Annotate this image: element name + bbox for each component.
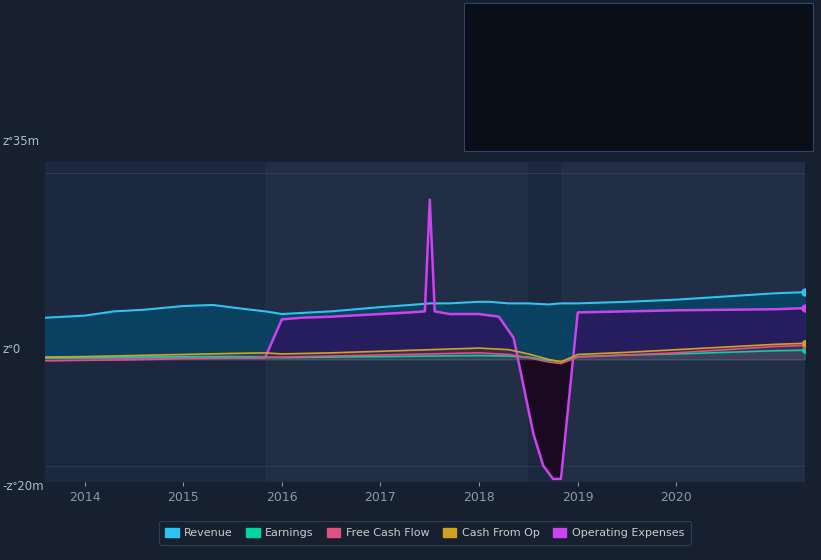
Text: Sep 30 2020: Sep 30 2020: [474, 7, 556, 20]
Text: zł6.898m: zł6.898m: [620, 119, 673, 129]
Text: zᐤ35m: zᐤ35m: [2, 136, 39, 148]
Text: /yr: /yr: [681, 119, 699, 129]
Text: Revenue: Revenue: [474, 32, 519, 42]
Text: profit margin: profit margin: [651, 63, 722, 73]
Text: Operating Expenses: Operating Expenses: [474, 119, 579, 129]
Legend: Revenue, Earnings, Free Cash Flow, Cash From Op, Operating Expenses: Revenue, Earnings, Free Cash Flow, Cash …: [158, 521, 691, 545]
Text: /yr: /yr: [681, 102, 699, 113]
Text: zᐤ0: zᐤ0: [2, 343, 21, 356]
Text: Cash From Op: Cash From Op: [474, 102, 547, 113]
Bar: [265, 162, 529, 482]
Text: /yr: /yr: [681, 32, 699, 42]
Text: zł12.557m: zł12.557m: [620, 32, 681, 42]
Text: Free Cash Flow: Free Cash Flow: [474, 86, 552, 96]
Bar: [561, 162, 805, 482]
Text: 20.6%: 20.6%: [620, 63, 656, 73]
Text: -zᐤ20m: -zᐤ20m: [2, 479, 44, 493]
Text: zł2.588m: zł2.588m: [620, 50, 674, 60]
Text: zł4.223m: zł4.223m: [620, 86, 674, 96]
Text: /yr: /yr: [681, 50, 699, 60]
Text: Earnings: Earnings: [474, 50, 519, 60]
Text: /yr: /yr: [681, 86, 699, 96]
Text: zł4.293m: zł4.293m: [620, 102, 674, 113]
